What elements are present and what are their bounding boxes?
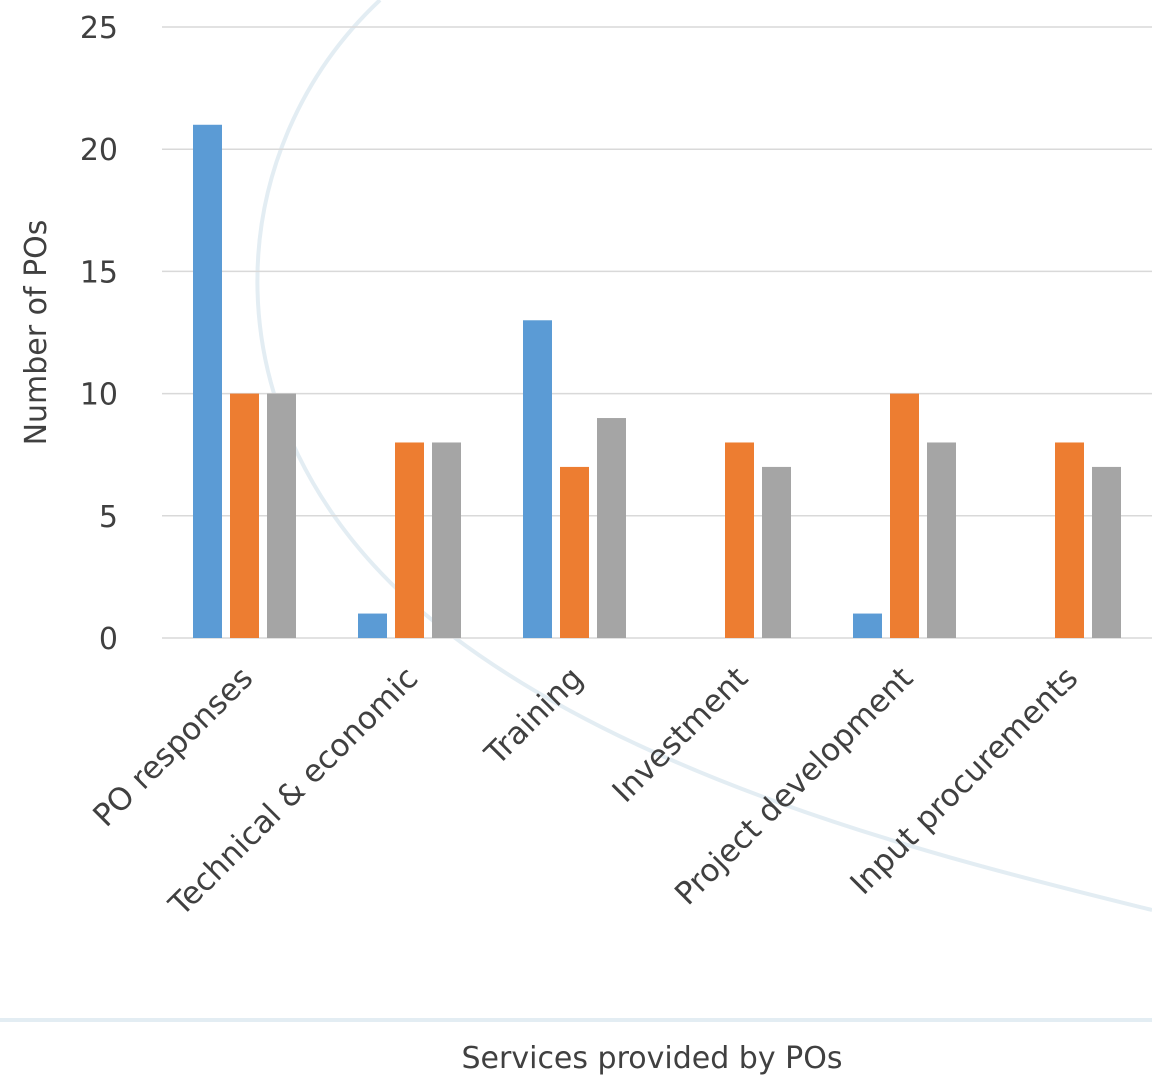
y-tick-label: 0 [99, 622, 118, 657]
y-axis-ticks: 0 5 10 15 20 25 [80, 11, 118, 657]
y-tick-label: 10 [80, 378, 118, 413]
y-tick-label: 15 [80, 255, 118, 290]
y-tick-label: 20 [80, 133, 118, 168]
bar [432, 442, 461, 638]
bar [560, 466, 589, 638]
bar [193, 124, 222, 638]
bar [395, 442, 424, 638]
bar [853, 613, 882, 638]
y-axis-title: Number of POs [19, 220, 54, 446]
bar [1055, 442, 1084, 638]
x-category-label: Training [477, 660, 590, 773]
x-axis-title: Services provided by POs [462, 1041, 843, 1076]
x-category-label: PO responses [86, 660, 260, 834]
bar [267, 393, 296, 638]
bar [890, 393, 919, 638]
bar [1092, 466, 1121, 638]
bar [927, 442, 956, 638]
bars [193, 124, 1121, 638]
bar [523, 320, 552, 638]
y-tick-label: 25 [80, 11, 118, 46]
bar [597, 418, 626, 638]
bar [762, 466, 791, 638]
bar [358, 613, 387, 638]
gridlines [162, 26, 1152, 639]
y-tick-label: 5 [99, 500, 118, 535]
bar [725, 442, 754, 638]
bar [230, 393, 259, 638]
